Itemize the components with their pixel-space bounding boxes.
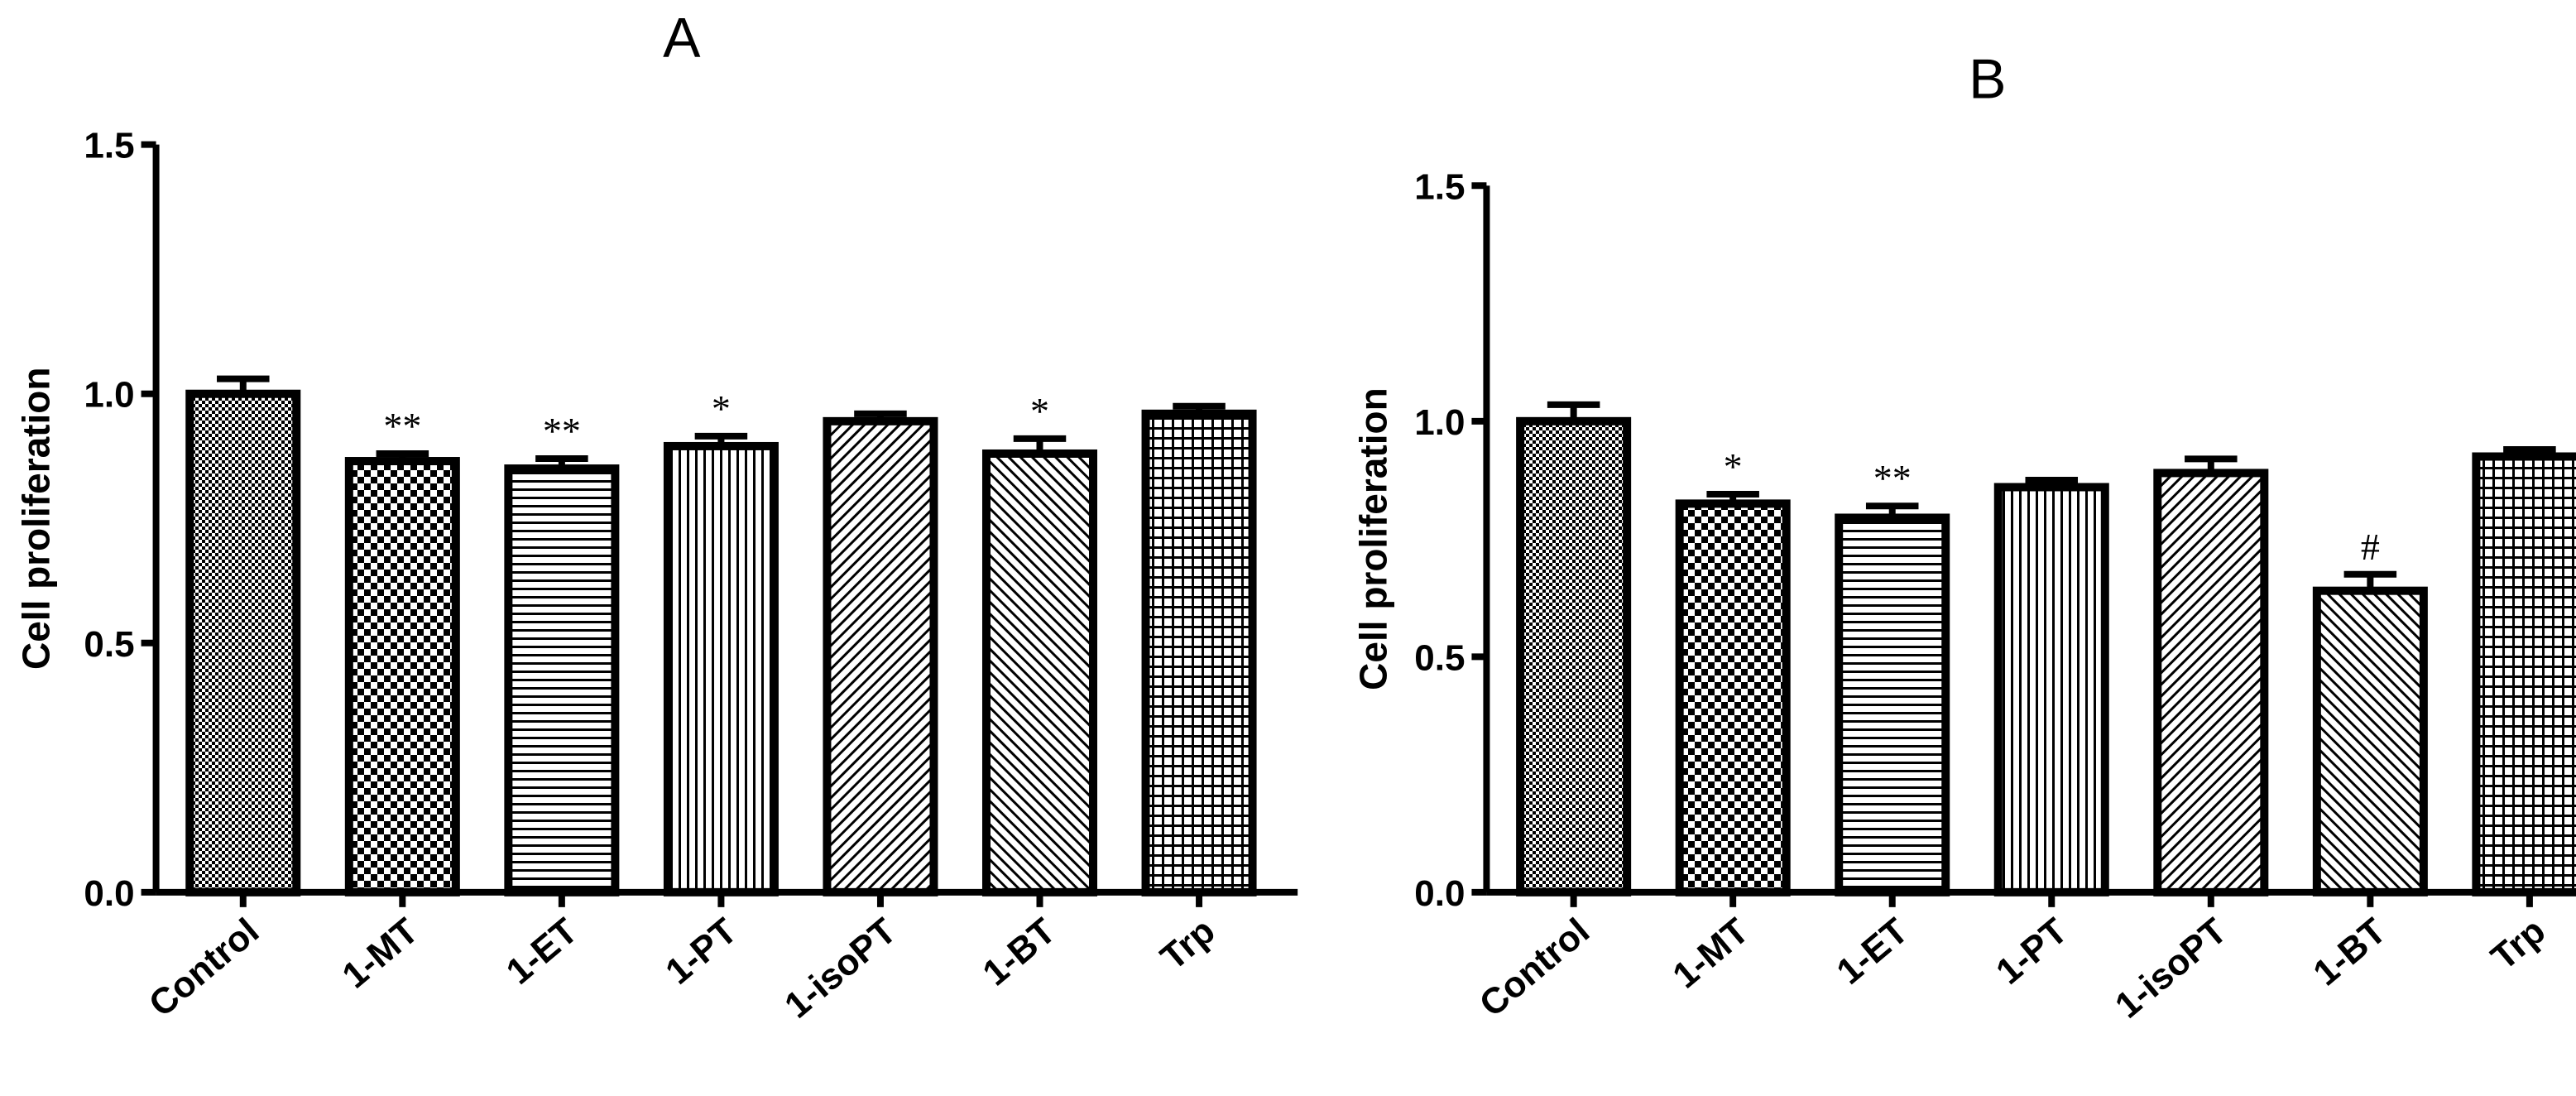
x-tick-label: 1-BT: [976, 911, 1063, 993]
y-tick-label: 1.5: [84, 126, 134, 166]
y-tick-label: 0.5: [84, 624, 134, 665]
bar: [1516, 416, 1632, 897]
bar: [823, 416, 938, 897]
bar: [663, 441, 779, 897]
bar: [185, 389, 301, 897]
bar: [1993, 483, 2109, 897]
y-tick-label: 0.5: [1414, 637, 1465, 678]
x-tick-label: 1-PT: [1988, 911, 2075, 993]
x-tick-label: 1-ET: [1830, 911, 1916, 993]
x-tick-label: 1-isoPT: [2108, 911, 2234, 1026]
y-tick-label: 1.0: [84, 375, 134, 416]
bar: [2472, 452, 2576, 897]
chart-title: A: [663, 7, 701, 70]
y-tick-label: 0.0: [1414, 873, 1465, 914]
bar: [344, 457, 460, 897]
bar: [504, 464, 620, 897]
x-tick-label: 1-BT: [2305, 911, 2393, 993]
y-tick-label: 1.5: [1414, 166, 1465, 207]
significance-mark: *: [712, 387, 731, 430]
bar: [2153, 469, 2269, 897]
y-tick-label: 1.0: [1414, 402, 1465, 443]
x-tick-label: 1-PT: [658, 911, 745, 993]
x-tick-label: 1-ET: [499, 911, 586, 993]
bar: [2312, 586, 2428, 897]
x-tick-label: Trp: [2483, 911, 2553, 978]
y-axis-label: Cell proliferation: [1351, 387, 1394, 690]
bar: [1141, 409, 1257, 897]
y-axis-label: Cell proliferation: [15, 368, 58, 670]
bar: [1675, 499, 1791, 897]
y-tick-label: 0.0: [84, 873, 134, 914]
bar: [981, 449, 1098, 897]
x-tick-label: Trp: [1154, 911, 1223, 978]
significance-mark: **: [1873, 457, 1912, 499]
significance-mark: **: [383, 405, 421, 447]
significance-mark: **: [543, 410, 581, 452]
chart-title: B: [1969, 47, 2006, 110]
significance-mark: #: [2361, 526, 2380, 568]
significance-mark: *: [1724, 445, 1743, 488]
x-tick-label: 1-MT: [335, 911, 426, 997]
x-tick-label: Control: [142, 911, 266, 1025]
bar: [1835, 513, 1950, 897]
x-tick-label: Control: [1472, 911, 1597, 1025]
x-tick-label: 1-MT: [1665, 911, 1756, 997]
x-tick-label: 1-isoPT: [777, 911, 904, 1026]
significance-mark: *: [1030, 390, 1049, 432]
